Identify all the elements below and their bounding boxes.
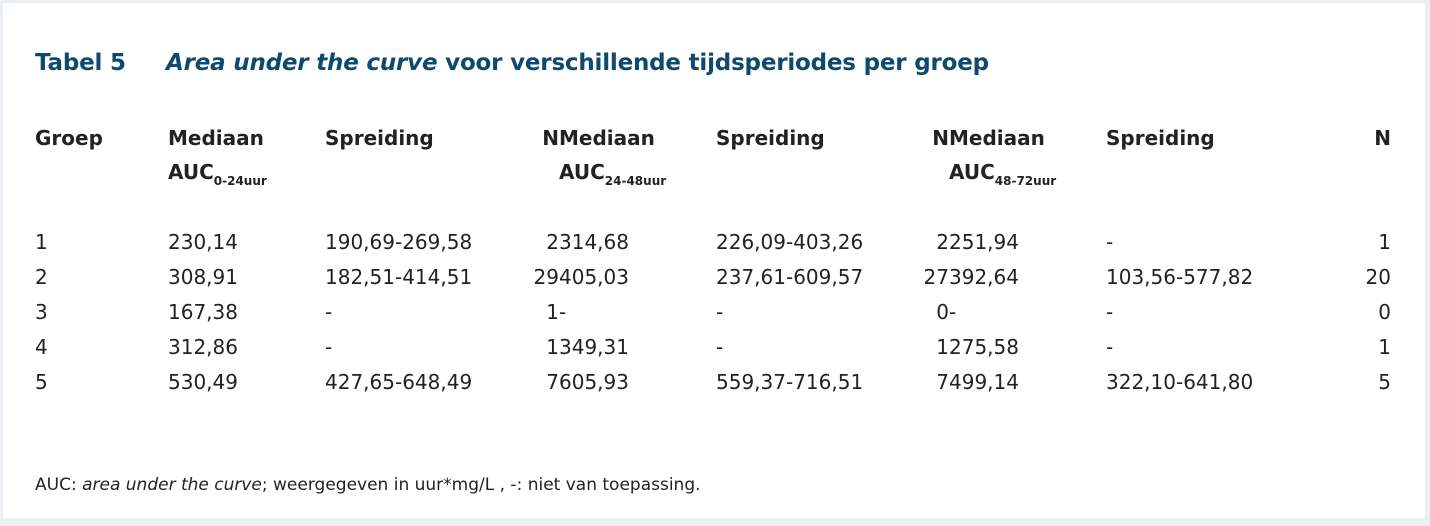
cell-mediaan: 605,93 xyxy=(559,370,629,394)
cell-n: 1 xyxy=(546,335,559,359)
header-period-24-48: 24-48uur xyxy=(604,174,667,188)
header-row: Groep Mediaan AUC0-24uur Spreiding N Medi… xyxy=(35,121,1391,225)
cell-n: 1 xyxy=(936,335,949,359)
cell-mediaan: 251,94 xyxy=(949,230,1019,254)
cell-n: 7 xyxy=(936,370,949,394)
cell-mediaan: 349,31 xyxy=(559,335,629,359)
cell-n: 0 xyxy=(1378,300,1391,324)
cell-spreiding: - xyxy=(325,335,333,359)
cell-n: 1 xyxy=(546,300,559,324)
cell-spreiding: - xyxy=(325,300,333,324)
cell-spreiding: - xyxy=(1106,300,1114,324)
cell-n: 7 xyxy=(546,370,559,394)
cell-mediaan: - xyxy=(559,300,567,324)
table-footnote: AUC: area under the curve; weergegeven i… xyxy=(35,475,701,495)
cell-mediaan: 308,91 xyxy=(168,265,238,289)
header-spreiding-48-72: Spreiding xyxy=(1106,126,1215,150)
cell-mediaan: - xyxy=(949,300,957,324)
header-mediaan-0-24: Mediaan AUC0-24uur xyxy=(168,121,325,225)
cell-spreiding: - xyxy=(716,300,724,324)
cell-spreiding: 182,51-414,51 xyxy=(325,265,473,289)
cell-spreiding: 237,61-609,57 xyxy=(716,265,864,289)
header-groep: Groep xyxy=(35,126,103,150)
header-period-48-72: 48-72uur xyxy=(994,174,1057,188)
header-mediaan-24-48: Mediaan AUC24-48uur xyxy=(559,121,716,225)
cell-mediaan: 405,03 xyxy=(559,265,629,289)
table-caption: Area under the curve voor verschillende … xyxy=(166,50,989,76)
cell-mediaan: 275,58 xyxy=(949,335,1019,359)
table-card: Tabel 5 Area under the curve voor versch… xyxy=(3,3,1425,518)
cell-spreiding: 226,09-403,26 xyxy=(716,230,864,254)
header-mediaan-48-72: Mediaan AUC48-72uur xyxy=(949,121,1106,225)
cell-spreiding: 322,10-641,80 xyxy=(1106,370,1254,394)
cell-spreiding: 559,37-716,51 xyxy=(716,370,864,394)
header-mediaan-label: Mediaan xyxy=(559,126,655,150)
cell-n: 1 xyxy=(1378,230,1391,254)
cell-mediaan: 230,14 xyxy=(168,230,238,254)
header-auc-label: AUC xyxy=(168,160,214,184)
caption-italic: Area under the curve xyxy=(166,50,438,76)
table-row: 3 167,38 - 1 - - 0 - - 0 xyxy=(35,295,1391,330)
header-n-0-24: N xyxy=(542,126,559,150)
cell-n: 27 xyxy=(923,265,949,289)
cell-groep: 1 xyxy=(35,230,48,254)
auc-table: Groep Mediaan AUC0-24uur Spreiding N Medi… xyxy=(35,121,1391,400)
header-auc-label: AUC xyxy=(559,160,605,184)
table-number: Tabel 5 xyxy=(35,50,126,76)
header-n-24-48: N xyxy=(932,126,949,150)
cell-groep: 2 xyxy=(35,265,48,289)
cell-mediaan: 530,49 xyxy=(168,370,238,394)
cell-n: 2 xyxy=(546,230,559,254)
table-row: 4 312,86 - 1 349,31 - 1 275,58 - 1 xyxy=(35,330,1391,365)
table-row: 5 530,49 427,65-648,49 7 605,93 559,37-7… xyxy=(35,365,1391,400)
cell-n: 1 xyxy=(1378,335,1391,359)
cell-mediaan: 392,64 xyxy=(949,265,1019,289)
footnote-italic: area under the curve xyxy=(82,475,262,495)
cell-mediaan: 314,68 xyxy=(559,230,629,254)
header-spreiding-0-24: Spreiding xyxy=(325,126,434,150)
cell-spreiding: - xyxy=(1106,335,1114,359)
cell-spreiding: 190,69-269,58 xyxy=(325,230,473,254)
footnote-rest: ; weergegeven in uur*mg/L , -: niet van … xyxy=(261,475,701,495)
caption-rest: voor verschillende tijdsperiodes per gro… xyxy=(437,50,989,76)
cell-spreiding: 103,56-577,82 xyxy=(1106,265,1254,289)
cell-spreiding: - xyxy=(716,335,724,359)
table-row: 2 308,91 182,51-414,51 29 405,03 237,61-… xyxy=(35,260,1391,295)
cell-mediaan: 499,14 xyxy=(949,370,1019,394)
header-n-48-72: N xyxy=(1374,126,1391,150)
cell-n: 0 xyxy=(936,300,949,324)
cell-mediaan: 312,86 xyxy=(168,335,238,359)
header-mediaan-label: Mediaan xyxy=(168,126,264,150)
cell-n: 29 xyxy=(533,265,559,289)
header-spreiding-24-48: Spreiding xyxy=(716,126,825,150)
cell-groep: 4 xyxy=(35,335,48,359)
cell-spreiding: - xyxy=(1106,230,1114,254)
cell-mediaan: 167,38 xyxy=(168,300,238,324)
cell-n: 2 xyxy=(936,230,949,254)
footnote-prefix: AUC: xyxy=(35,475,83,495)
header-auc-label: AUC xyxy=(949,160,995,184)
header-mediaan-label: Mediaan xyxy=(949,126,1045,150)
cell-groep: 5 xyxy=(35,370,48,394)
cell-spreiding: 427,65-648,49 xyxy=(325,370,473,394)
header-period-0-24: 0-24uur xyxy=(213,174,267,188)
table-row: 1 230,14 190,69-269,58 2 314,68 226,09-4… xyxy=(35,225,1391,260)
cell-n: 5 xyxy=(1378,370,1391,394)
cell-n: 20 xyxy=(1365,265,1391,289)
cell-groep: 3 xyxy=(35,300,48,324)
